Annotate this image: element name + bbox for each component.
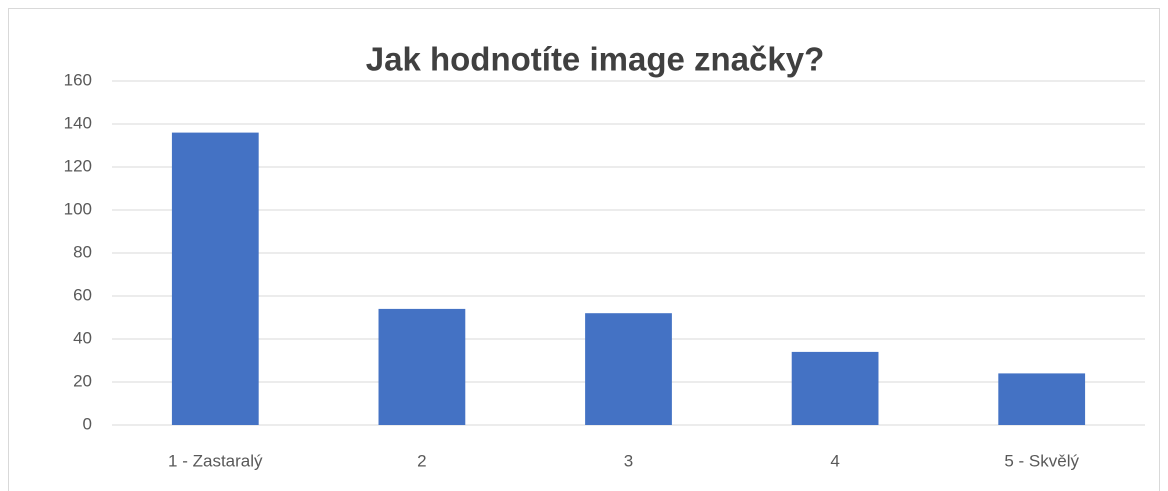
y-tick-label: 160 bbox=[64, 70, 92, 89]
y-tick-label: 80 bbox=[73, 242, 92, 261]
bar bbox=[171, 132, 259, 425]
y-tick-label: 20 bbox=[73, 371, 92, 390]
x-tick-label: 3 bbox=[624, 451, 633, 470]
x-tick-label: 5 - Skvělý bbox=[1004, 451, 1079, 470]
y-tick-label: 0 bbox=[83, 414, 92, 433]
x-tick-label: 4 bbox=[830, 451, 839, 470]
bar bbox=[998, 373, 1086, 425]
y-tick-label: 60 bbox=[73, 285, 92, 304]
x-tick-label: 2 bbox=[417, 451, 426, 470]
y-tick-label: 40 bbox=[73, 328, 92, 347]
x-tick-label: 1 - Zastaralý bbox=[168, 451, 263, 470]
y-tick-label: 140 bbox=[64, 113, 92, 132]
bar bbox=[585, 313, 672, 425]
bar bbox=[791, 351, 879, 425]
y-tick-label: 120 bbox=[64, 156, 92, 175]
bar bbox=[378, 308, 466, 425]
y-tick-label: 100 bbox=[64, 199, 92, 218]
chart-title: Jak hodnotíte image značky? bbox=[366, 41, 824, 78]
